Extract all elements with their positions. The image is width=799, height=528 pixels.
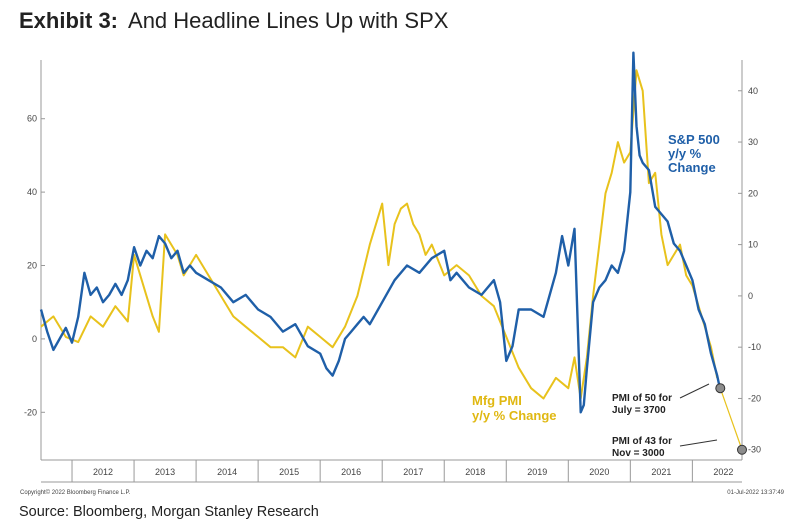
spx-series-line (39, 51, 722, 414)
x-tick-label: 2022 (713, 467, 733, 477)
left-tick-label: 40 (27, 187, 37, 197)
x-tick-label: 2017 (403, 467, 423, 477)
pmi43-note-line1: PMI of 43 for (612, 436, 672, 447)
timestamp-text: 01-Jul-2022 13:37:49 (727, 490, 784, 496)
exhibit-label: Exhibit 3: (19, 8, 119, 33)
pmi43-note-line2: Nov = 3000 (612, 448, 665, 459)
chart-annotations: S&P 500 y/y % Change Mfg PMI y/y % Chang… (20, 132, 785, 496)
chart-lines (39, 51, 722, 414)
line-chart: -20 0 20 40 60 -30 -20 -10 0 10 20 30 40 2012 2013 2014… (20, 51, 785, 496)
right-tick-label: 10 (748, 240, 758, 250)
right-tick-label: -20 (748, 393, 761, 403)
spx-annotation-line1: S&P 500 (668, 132, 720, 147)
chart-axes: -20 0 20 40 60 -30 -20 -10 0 10 20 30 40 2012 2013 2014… (24, 60, 761, 483)
x-tick-label: 2018 (465, 467, 485, 477)
left-tick-label: 0 (32, 334, 37, 344)
x-tick-label: 2021 (651, 467, 671, 477)
x-tick-label: 2012 (93, 467, 113, 477)
pmi-series-line (40, 69, 719, 400)
chart-markers (715, 383, 747, 455)
pmi-annotation-line1: Mfg PMI (472, 393, 522, 408)
pmi50-marker (715, 383, 726, 394)
x-tick-label: 2014 (217, 467, 237, 477)
pmi50-note-line2: July = 3700 (612, 405, 666, 416)
spx-annotation-line2: y/y % (668, 146, 702, 161)
source-note: Source: Bloomberg, Morgan Stanley Resear… (19, 504, 319, 520)
right-tick-label: -10 (748, 342, 761, 352)
left-tick-label: -20 (24, 407, 37, 417)
x-tick-label: 2019 (527, 467, 547, 477)
copyright-text: Copyright© 2022 Bloomberg Finance L.P. (20, 489, 131, 496)
x-tick-label: 2020 (589, 467, 609, 477)
left-tick-label: 20 (27, 261, 37, 271)
projection-line (719, 388, 743, 450)
pmi50-note-line1: PMI of 50 for (612, 393, 672, 404)
right-tick-label: 20 (748, 188, 758, 198)
pmi50-arrow (679, 383, 710, 399)
x-tick-label: 2015 (279, 467, 299, 477)
right-tick-label: 30 (748, 137, 758, 147)
pmi43-arrow (679, 439, 718, 447)
left-tick-label: 60 (27, 114, 37, 124)
right-tick-label: 40 (748, 86, 758, 96)
chart-title: Exhibit 3: And Headline Lines Up with SPX (19, 8, 448, 34)
x-tick-label: 2013 (155, 467, 175, 477)
right-tick-label: -30 (748, 445, 761, 455)
spx-annotation-line3: Change (668, 160, 716, 175)
pmi43-marker (737, 444, 747, 455)
x-tick-label: 2016 (341, 467, 361, 477)
pmi-annotation-line2: y/y % Change (472, 408, 557, 423)
right-tick-label: 0 (748, 291, 753, 301)
title-text: And Headline Lines Up with SPX (128, 8, 449, 33)
